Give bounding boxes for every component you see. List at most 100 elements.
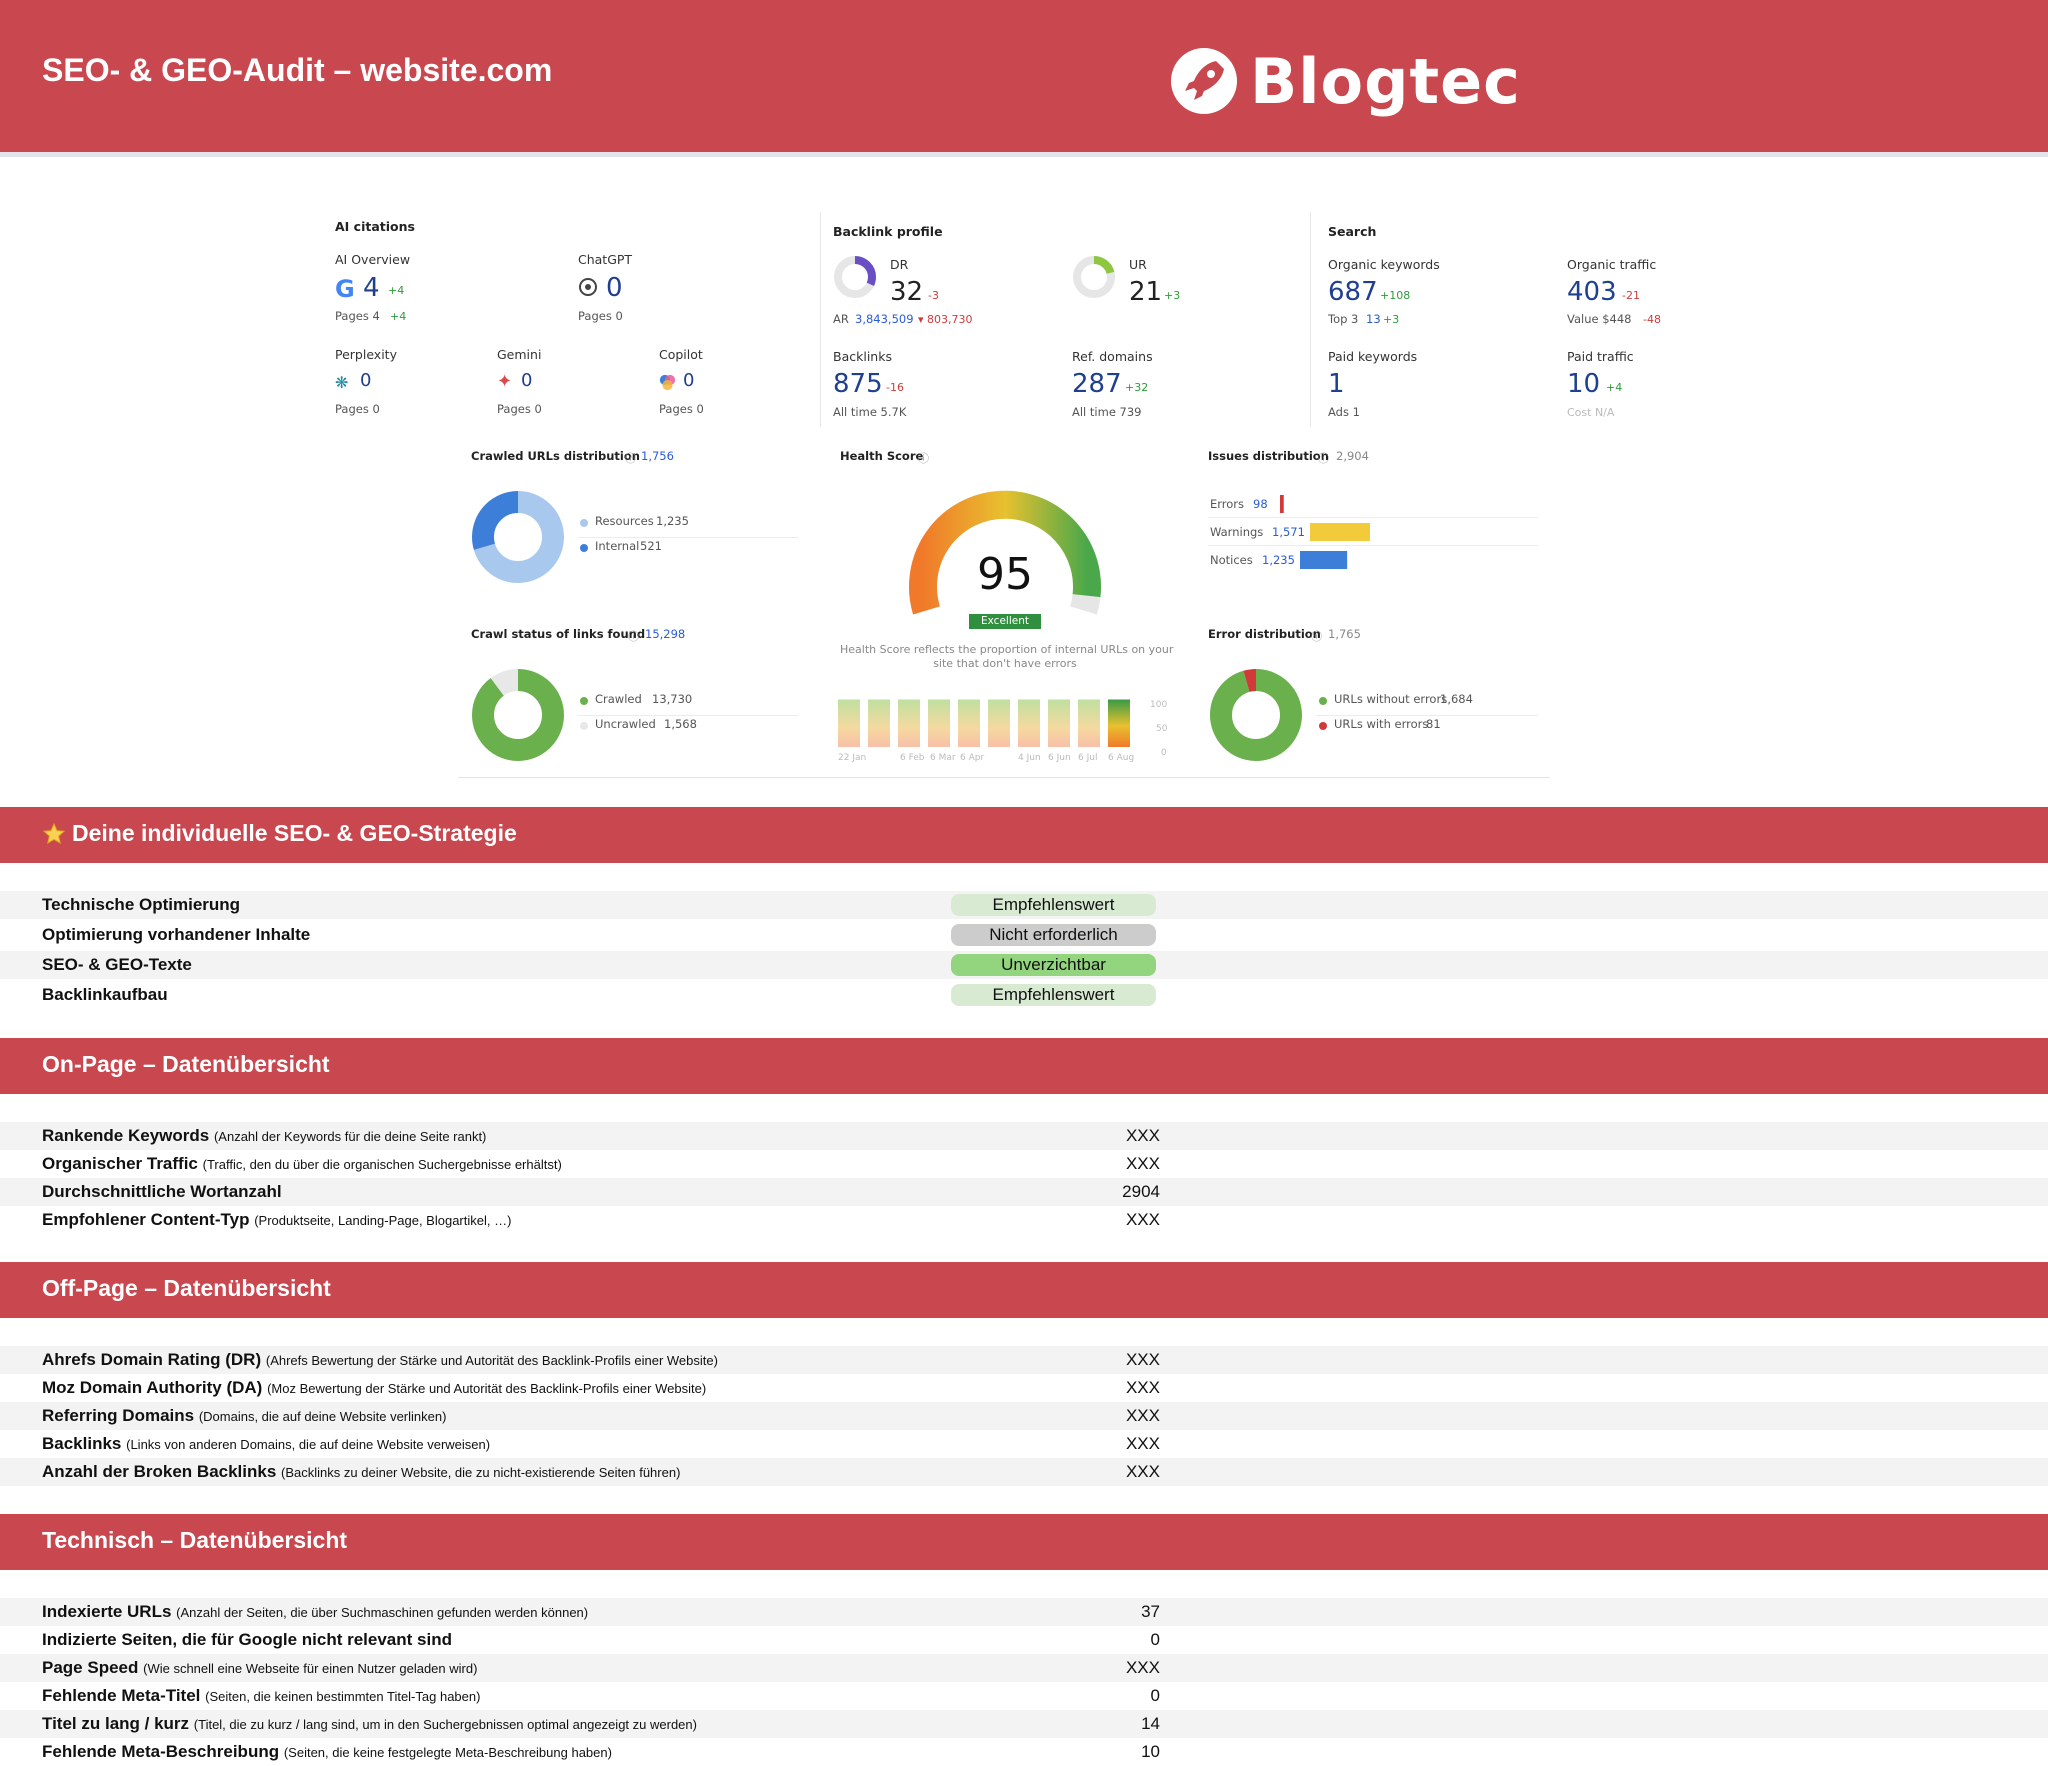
ur-gauge: [1073, 256, 1115, 298]
ur-label: UR: [1129, 257, 1147, 272]
health-score-bar: [838, 699, 860, 747]
health-score-bar: [1018, 699, 1040, 747]
legend-uncrawled-label: Uncrawled: [595, 717, 656, 731]
copilot-pages: Pages 0: [659, 402, 704, 416]
row-description: (Seiten, die keinen bestimmten Titel-Tag…: [205, 1689, 481, 1704]
ai-overview-pages: Pages 4: [335, 309, 380, 323]
strategy-row-label: Technische Optimierung: [42, 895, 241, 914]
health-score-bar: [988, 699, 1010, 747]
row-value: XXX: [1125, 1378, 1160, 1397]
info-icon: ⓘ: [628, 630, 639, 643]
table-row: Indexierte URLs (Anzahl der Seiten, die …: [0, 1598, 2048, 1626]
ur-value: 21: [1129, 277, 1163, 307]
row-value: XXX: [1125, 1350, 1160, 1369]
info-icon: ⓘ: [1311, 630, 1322, 643]
chatgpt-label: ChatGPT: [578, 252, 633, 267]
warnings-label: Warnings: [1210, 525, 1264, 539]
health-score-bar: [928, 699, 950, 747]
legend-crawled-label: Crawled: [595, 692, 642, 706]
table-row: Empfohlener Content-Typ (Produktseite, L…: [0, 1206, 2048, 1234]
blogtec-logo: Blogtec: [1170, 44, 1521, 118]
health-score-gauge: [909, 490, 1101, 615]
row-value: 10: [1141, 1742, 1160, 1761]
strategy-row-label: SEO- & GEO-Texte: [42, 955, 192, 974]
crawl-status-total: 15,298: [645, 627, 686, 641]
x-tick: 6 Mar: [930, 753, 956, 763]
backlink-profile-title: Backlink profile: [833, 224, 943, 239]
dr-value: 32: [890, 277, 924, 307]
row-value: XXX: [1125, 1462, 1160, 1481]
row-description: (Moz Bewertung der Stärke und Autorität …: [267, 1381, 707, 1396]
crawled-urls-total: 1,756: [641, 449, 674, 463]
row-value: 2904: [1122, 1182, 1160, 1201]
row-label: Titel zu lang / kurz: [42, 1714, 190, 1733]
gemini-icon: ✦: [497, 371, 513, 392]
donut-segment-uncrawled: [472, 669, 564, 761]
technical-section-header: Technisch – Datenübersicht: [0, 1514, 2048, 1570]
organic-keywords-value: 687: [1328, 277, 1378, 307]
issues-bar-chart: [1280, 495, 1370, 569]
divider: [1310, 212, 1311, 427]
backlinks-label: Backlinks: [833, 349, 892, 364]
ur-delta: +3: [1164, 289, 1181, 302]
row-description: (Links von anderen Domains, die auf dein…: [126, 1437, 491, 1452]
organic-traffic-value: 403: [1567, 277, 1617, 307]
strategy-row: Backlinkaufbau Empfehlenswert: [0, 981, 2048, 1009]
crawled-urls-title: Crawled URLs distribution: [471, 449, 640, 463]
organic-keywords-label: Organic keywords: [1328, 257, 1440, 272]
legend-without-errors-value: 1,684: [1440, 692, 1473, 706]
row-label: Referring Domains: [42, 1406, 195, 1425]
strategy-status-badge: Empfehlenswert: [951, 984, 1156, 1006]
perplexity-label: Perplexity: [335, 347, 397, 362]
row-label: Fehlende Meta-Beschreibung: [42, 1742, 280, 1761]
row-label: Empfohlener Content-Typ: [42, 1210, 250, 1229]
y-tick-100: 100: [1150, 700, 1168, 710]
row-label: Fehlende Meta-Titel: [42, 1686, 201, 1705]
ai-overview-delta: +4: [388, 284, 405, 297]
row-value: 14: [1141, 1714, 1160, 1733]
info-icon: ⓘ: [625, 452, 636, 465]
x-tick: 6 Jul: [1078, 753, 1098, 763]
errors-label: Errors: [1210, 497, 1245, 511]
health-score-history-chart: [838, 699, 1130, 747]
strategy-section-header: Deine individuelle SEO- & GEO-Strategie: [0, 807, 2048, 863]
copilot-value: 0: [683, 370, 695, 391]
x-tick: 6 Apr: [960, 753, 985, 763]
row-value: XXX: [1125, 1434, 1160, 1453]
strategy-status-badge: Nicht erforderlich: [951, 924, 1156, 946]
issues-total: 2,904: [1336, 449, 1369, 463]
onpage-title: On-Page – Datenübersicht: [42, 1051, 330, 1077]
health-score-bar: [1078, 699, 1100, 747]
errors-value: 98: [1253, 497, 1268, 511]
donut-segment-internal: [472, 491, 564, 583]
ar-value: 3,843,509: [855, 312, 914, 326]
gemini-label: Gemini: [497, 347, 542, 362]
row-value: XXX: [1125, 1154, 1160, 1173]
crawl-status-donut: [472, 669, 564, 761]
divider: [820, 212, 821, 427]
row-label: Organischer Traffic: [42, 1154, 198, 1173]
onpage-section-header: On-Page – Datenübersicht: [0, 1038, 2048, 1094]
divider: [1208, 545, 1538, 546]
legend-resources-label: Resources: [595, 514, 654, 528]
legend-without-errors-label: URLs without errors: [1334, 692, 1448, 706]
chatgpt-value: 0: [606, 273, 623, 303]
x-tick: 6 Feb: [900, 753, 925, 763]
row-description: (Backlinks zu deiner Website, die zu nic…: [281, 1465, 681, 1480]
divider: [1316, 715, 1538, 716]
x-tick: 6 Jun: [1048, 753, 1071, 763]
y-tick-50: 50: [1156, 724, 1168, 734]
table-row: Fehlende Meta-Beschreibung (Seiten, die …: [0, 1738, 2048, 1766]
ar-label: AR: [833, 312, 849, 326]
health-score-title: Health Score: [840, 449, 924, 463]
chatgpt-pages: Pages 0: [578, 309, 623, 323]
divider: [578, 715, 798, 716]
row-description: (Traffic, den du über die organischen Su…: [202, 1157, 562, 1172]
ref-domains-label: Ref. domains: [1072, 349, 1153, 364]
logo-text: Blogtec: [1250, 44, 1521, 118]
notices-label: Notices: [1210, 553, 1253, 567]
row-label: Rankende Keywords: [42, 1126, 210, 1145]
copilot-icon: [659, 374, 676, 391]
row-label: Ahrefs Domain Rating (DR): [42, 1350, 262, 1369]
error-distribution-donut: [1210, 669, 1302, 761]
